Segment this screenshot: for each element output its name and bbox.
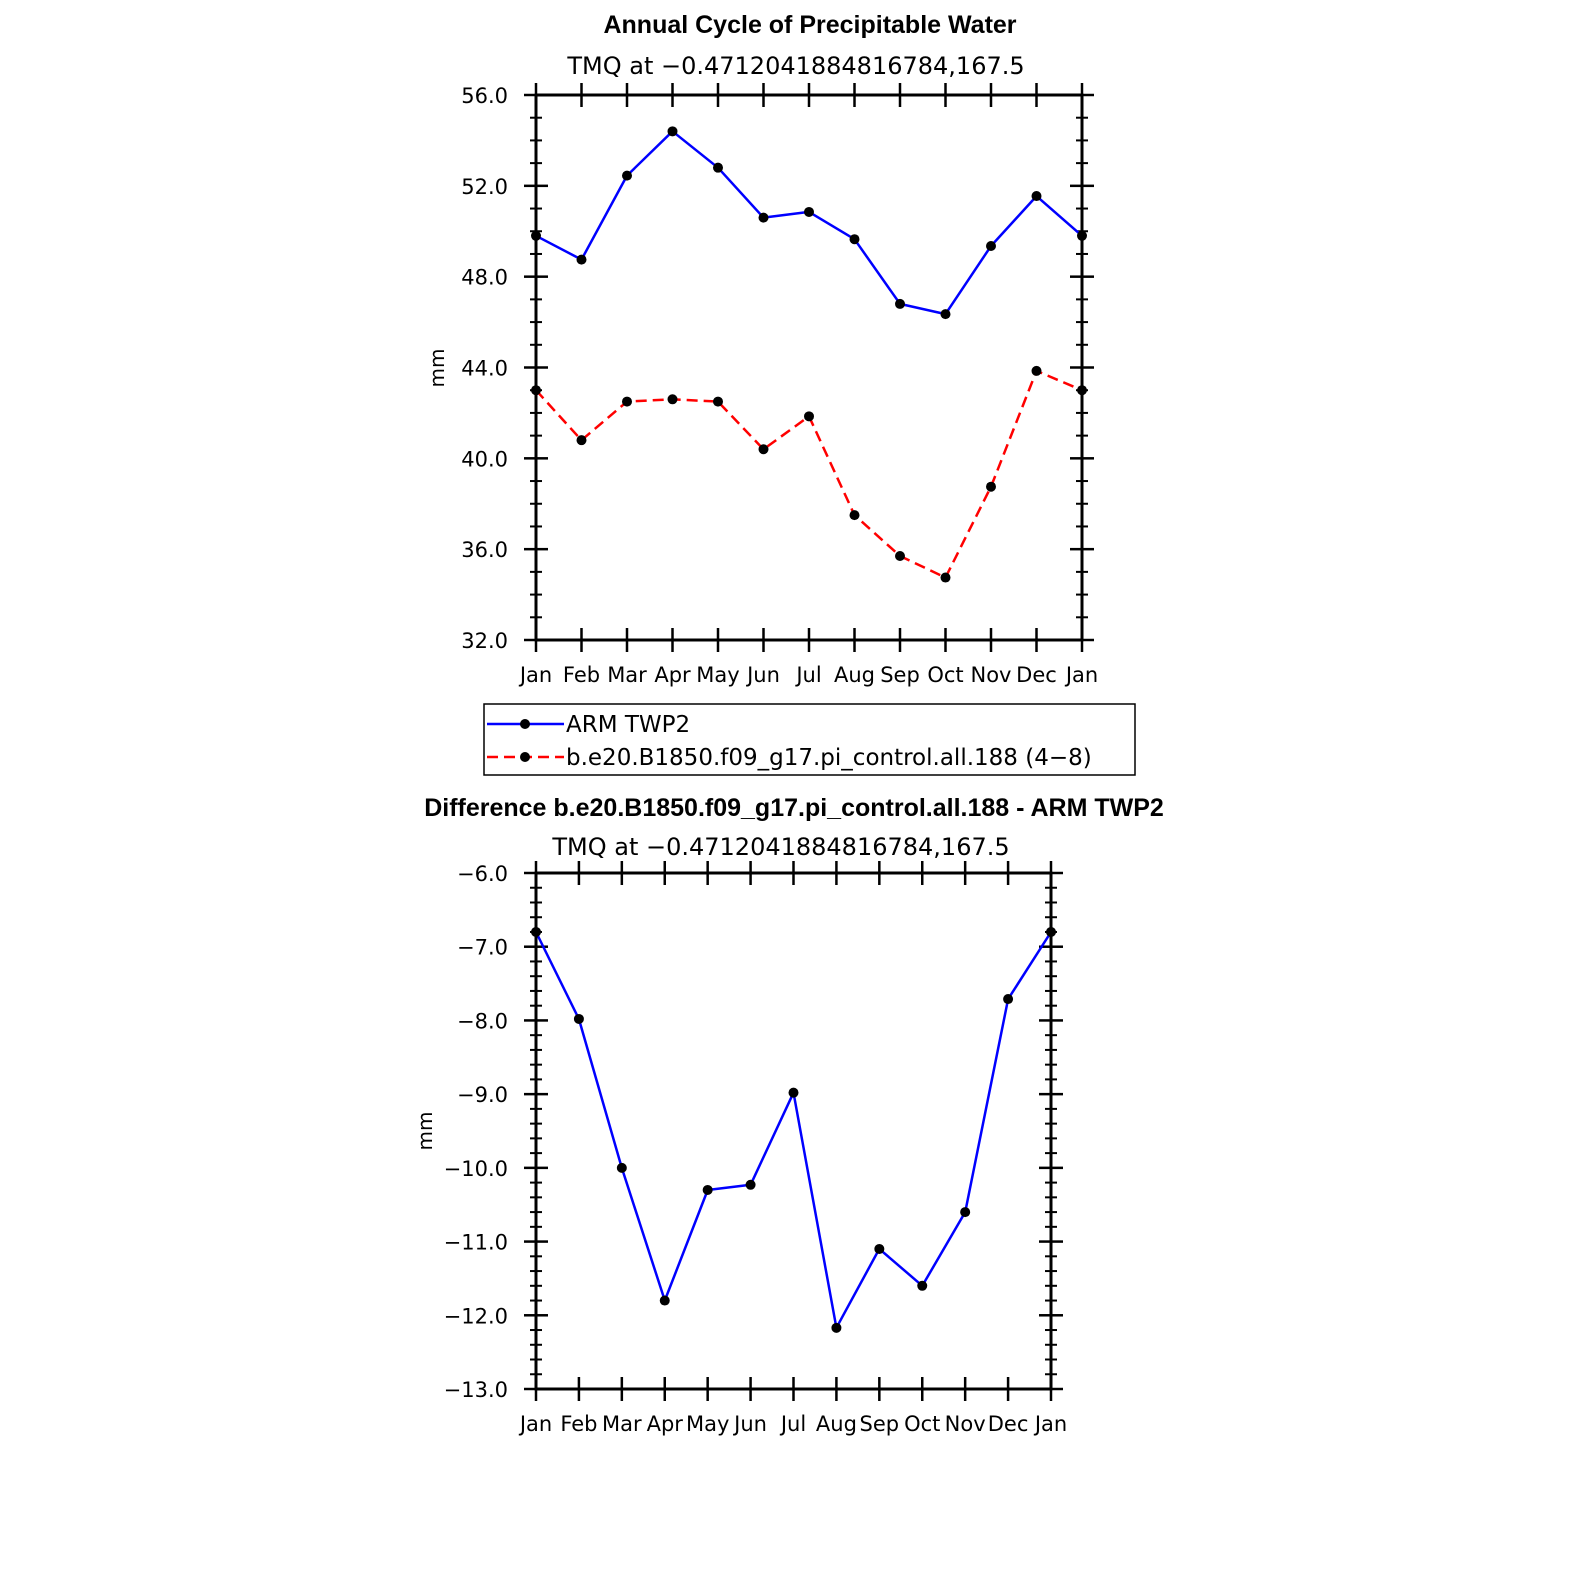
series-line-0 — [535, 130, 1083, 316]
data-point-series-1 — [940, 572, 951, 583]
legend-marker-model — [520, 752, 530, 762]
x-tick-label: Nov — [971, 663, 1012, 687]
data-point-series-0 — [702, 1184, 713, 1195]
y-tick-label: −11.0 — [444, 1231, 508, 1255]
data-point-series-0 — [745, 1179, 756, 1190]
x-tick-label: Jan — [518, 663, 552, 687]
x-tick-label: May — [686, 1412, 729, 1436]
x-tick-label: Nov — [945, 1412, 986, 1436]
data-point-series-1 — [667, 394, 678, 405]
x-tick-label: Mar — [607, 663, 647, 687]
x-tick-label: Jun — [745, 663, 780, 687]
data-point-series-0 — [831, 1322, 842, 1333]
data-point-series-0 — [1003, 994, 1014, 1005]
x-tick-label: Apr — [647, 1412, 684, 1436]
x-tick-label: Jun — [732, 1412, 767, 1436]
x-tick-label: Aug — [816, 1412, 857, 1436]
x-tick-label: Dec — [1016, 663, 1057, 687]
data-point-series-0 — [616, 1162, 627, 1173]
chart-subtitle: TMQ at −0.4712041884816784,167.5 — [551, 833, 1009, 861]
data-point-series-0 — [576, 254, 587, 265]
x-tick-label: Jan — [518, 1412, 552, 1436]
y-tick-label: −12.0 — [444, 1304, 508, 1328]
plot-frame — [534, 93, 1084, 642]
data-point-series-0 — [940, 309, 951, 320]
data-point-series-0 — [804, 206, 814, 217]
x-tick-label: Jul — [794, 663, 821, 687]
chart-title: Annual Cycle of Precipitable Water — [603, 11, 1016, 39]
data-point-series-0 — [622, 170, 632, 181]
data-point-series-0 — [659, 1295, 670, 1306]
y-axis-label: mm — [425, 349, 449, 388]
x-tick-label: Dec — [988, 1412, 1029, 1436]
y-tick-label: −9.0 — [457, 1083, 508, 1107]
x-tick-label: May — [696, 663, 739, 687]
data-point-series-0 — [986, 241, 996, 252]
data-point-series-1 — [1031, 365, 1042, 376]
y-tick-label: 32.0 — [461, 629, 508, 653]
x-tick-label: Jul — [779, 1412, 806, 1436]
data-point-series-1 — [713, 396, 723, 407]
data-point-series-0 — [758, 212, 769, 223]
y-tick-label: 40.0 — [461, 447, 508, 471]
data-point-series-0 — [917, 1280, 928, 1291]
data-point-series-1 — [895, 550, 905, 561]
x-tick-label: Oct — [904, 1412, 940, 1436]
data-point-series-1 — [986, 481, 996, 492]
series-line-1 — [535, 369, 1083, 579]
data-point-series-0 — [1031, 191, 1042, 202]
y-tick-label: −7.0 — [457, 936, 508, 960]
y-tick-label: −10.0 — [444, 1157, 508, 1181]
chart-title: Difference b.e20.B1850.f09_g17.pi_contro… — [424, 794, 1164, 822]
legend-marker-arm — [520, 719, 530, 729]
y-tick-label: −13.0 — [444, 1378, 508, 1402]
data-point-series-1 — [576, 435, 587, 446]
y-axis-label: mm — [413, 1112, 437, 1151]
y-tick-label: 56.0 — [461, 84, 508, 108]
difference-panel: Difference b.e20.B1850.f09_g17.pi_contro… — [413, 794, 1164, 1436]
y-tick-label: 36.0 — [461, 538, 508, 562]
y-tick-label: 52.0 — [461, 175, 508, 199]
y-tick-label: −6.0 — [457, 862, 508, 886]
x-tick-label: Mar — [602, 1412, 642, 1436]
data-point-series-0 — [960, 1207, 971, 1218]
y-tick-label: −8.0 — [457, 1009, 508, 1033]
y-tick-label: 48.0 — [461, 266, 508, 290]
legend-label-arm: ARM TWP2 — [566, 712, 690, 738]
series-line-0 — [534, 931, 1053, 1330]
data-point-series-1 — [849, 510, 860, 521]
plot-frame — [534, 871, 1053, 1391]
chart-subtitle: TMQ at −0.4712041884816784,167.5 — [566, 52, 1024, 80]
data-point-series-0 — [849, 234, 860, 245]
data-point-series-0 — [788, 1087, 799, 1098]
data-point-series-0 — [895, 298, 905, 309]
x-tick-label: Feb — [560, 1412, 597, 1436]
x-tick-label: Sep — [860, 1412, 900, 1436]
x-tick-label: Jan — [1064, 663, 1098, 687]
data-point-series-0 — [573, 1013, 584, 1024]
data-point-series-1 — [804, 411, 814, 422]
annual-cycle-panel: Annual Cycle of Precipitable Water TMQ a… — [425, 11, 1098, 687]
data-point-series-0 — [713, 162, 723, 173]
x-tick-label: Aug — [834, 663, 875, 687]
data-point-series-0 — [874, 1243, 885, 1254]
x-tick-label: Feb — [563, 663, 600, 687]
y-tick-label: 44.0 — [461, 357, 508, 381]
x-tick-label: Jan — [1033, 1412, 1067, 1436]
data-point-series-1 — [758, 444, 769, 455]
data-point-series-1 — [622, 396, 632, 407]
legend-label-model: b.e20.B1850.f09_g17.pi_control.all.188 (… — [566, 745, 1092, 771]
x-tick-label: Apr — [654, 663, 691, 687]
legend: ARM TWP2 b.e20.B1850.f09_g17.pi_control.… — [483, 703, 1136, 776]
legend-box — [483, 703, 1136, 776]
x-tick-label: Oct — [927, 663, 963, 687]
x-tick-label: Sep — [880, 663, 920, 687]
data-point-series-0 — [667, 126, 678, 137]
